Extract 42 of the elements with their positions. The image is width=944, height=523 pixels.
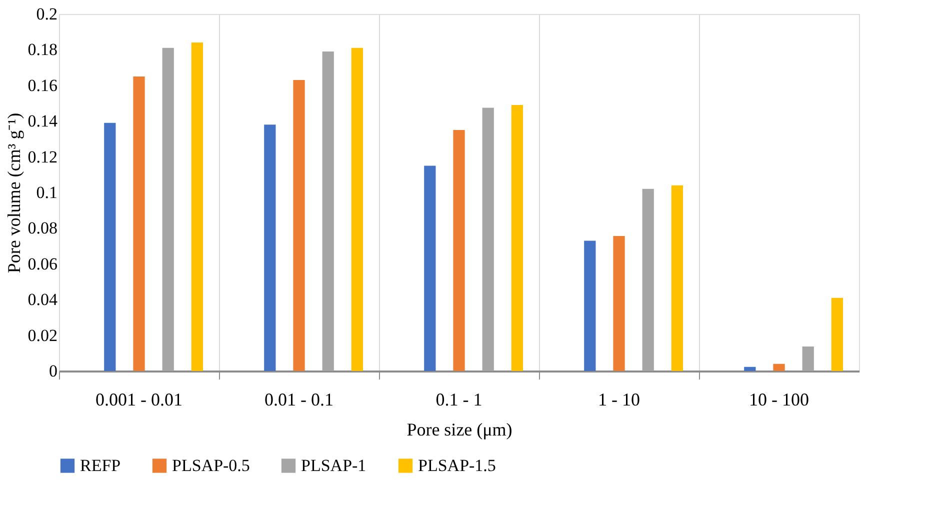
bar: [162, 48, 174, 371]
y-tick-label: 0.04: [28, 290, 58, 310]
x-tick-label: 1 - 10: [598, 390, 640, 410]
x-tick-label: 0.1 - 1: [436, 390, 482, 410]
legend-label: PLSAP-1.5: [418, 456, 496, 475]
bar: [802, 346, 814, 371]
x-axis-title: Pore size (μm): [406, 420, 512, 440]
y-tick-label: 0.06: [28, 254, 58, 274]
legend-label: PLSAP-1: [301, 456, 366, 475]
bar: [264, 124, 276, 371]
bar: [613, 236, 625, 371]
bar: [642, 188, 654, 371]
y-tick-label: 0.02: [28, 326, 58, 345]
y-tick-label: 0.12: [28, 147, 58, 166]
bar: [351, 48, 363, 371]
bar: [671, 185, 683, 371]
bar: [293, 80, 305, 371]
bar: [482, 108, 494, 371]
bar: [104, 122, 116, 371]
y-tick-label: 0.2: [36, 4, 58, 24]
bar: [511, 105, 523, 371]
bar: [424, 166, 436, 371]
x-tick-label: 0.01 - 0.1: [264, 390, 334, 410]
bar: [191, 42, 203, 371]
legend-label: PLSAP-0.5: [172, 456, 250, 475]
y-tick-label: 0.08: [28, 218, 58, 238]
bar: [584, 240, 596, 371]
bar: [744, 366, 756, 371]
y-tick-label: 0: [49, 362, 58, 380]
bar: [133, 76, 145, 371]
bar: [773, 364, 785, 371]
y-tick-label: 0.1: [36, 183, 58, 202]
bar: [453, 130, 465, 371]
y-tick-label: 0.14: [28, 112, 58, 131]
y-axis-title: Pore volume (cm³ g⁻¹): [4, 112, 24, 274]
x-tick-label: 10 - 100: [749, 390, 809, 410]
bar: [322, 51, 334, 371]
y-tick-label: 0.16: [28, 76, 58, 95]
x-tick-label: 0.001 - 0.01: [96, 390, 182, 410]
legend-label: REFP: [80, 456, 121, 475]
bar: [831, 298, 843, 371]
y-tick-label: 0.18: [28, 40, 58, 60]
